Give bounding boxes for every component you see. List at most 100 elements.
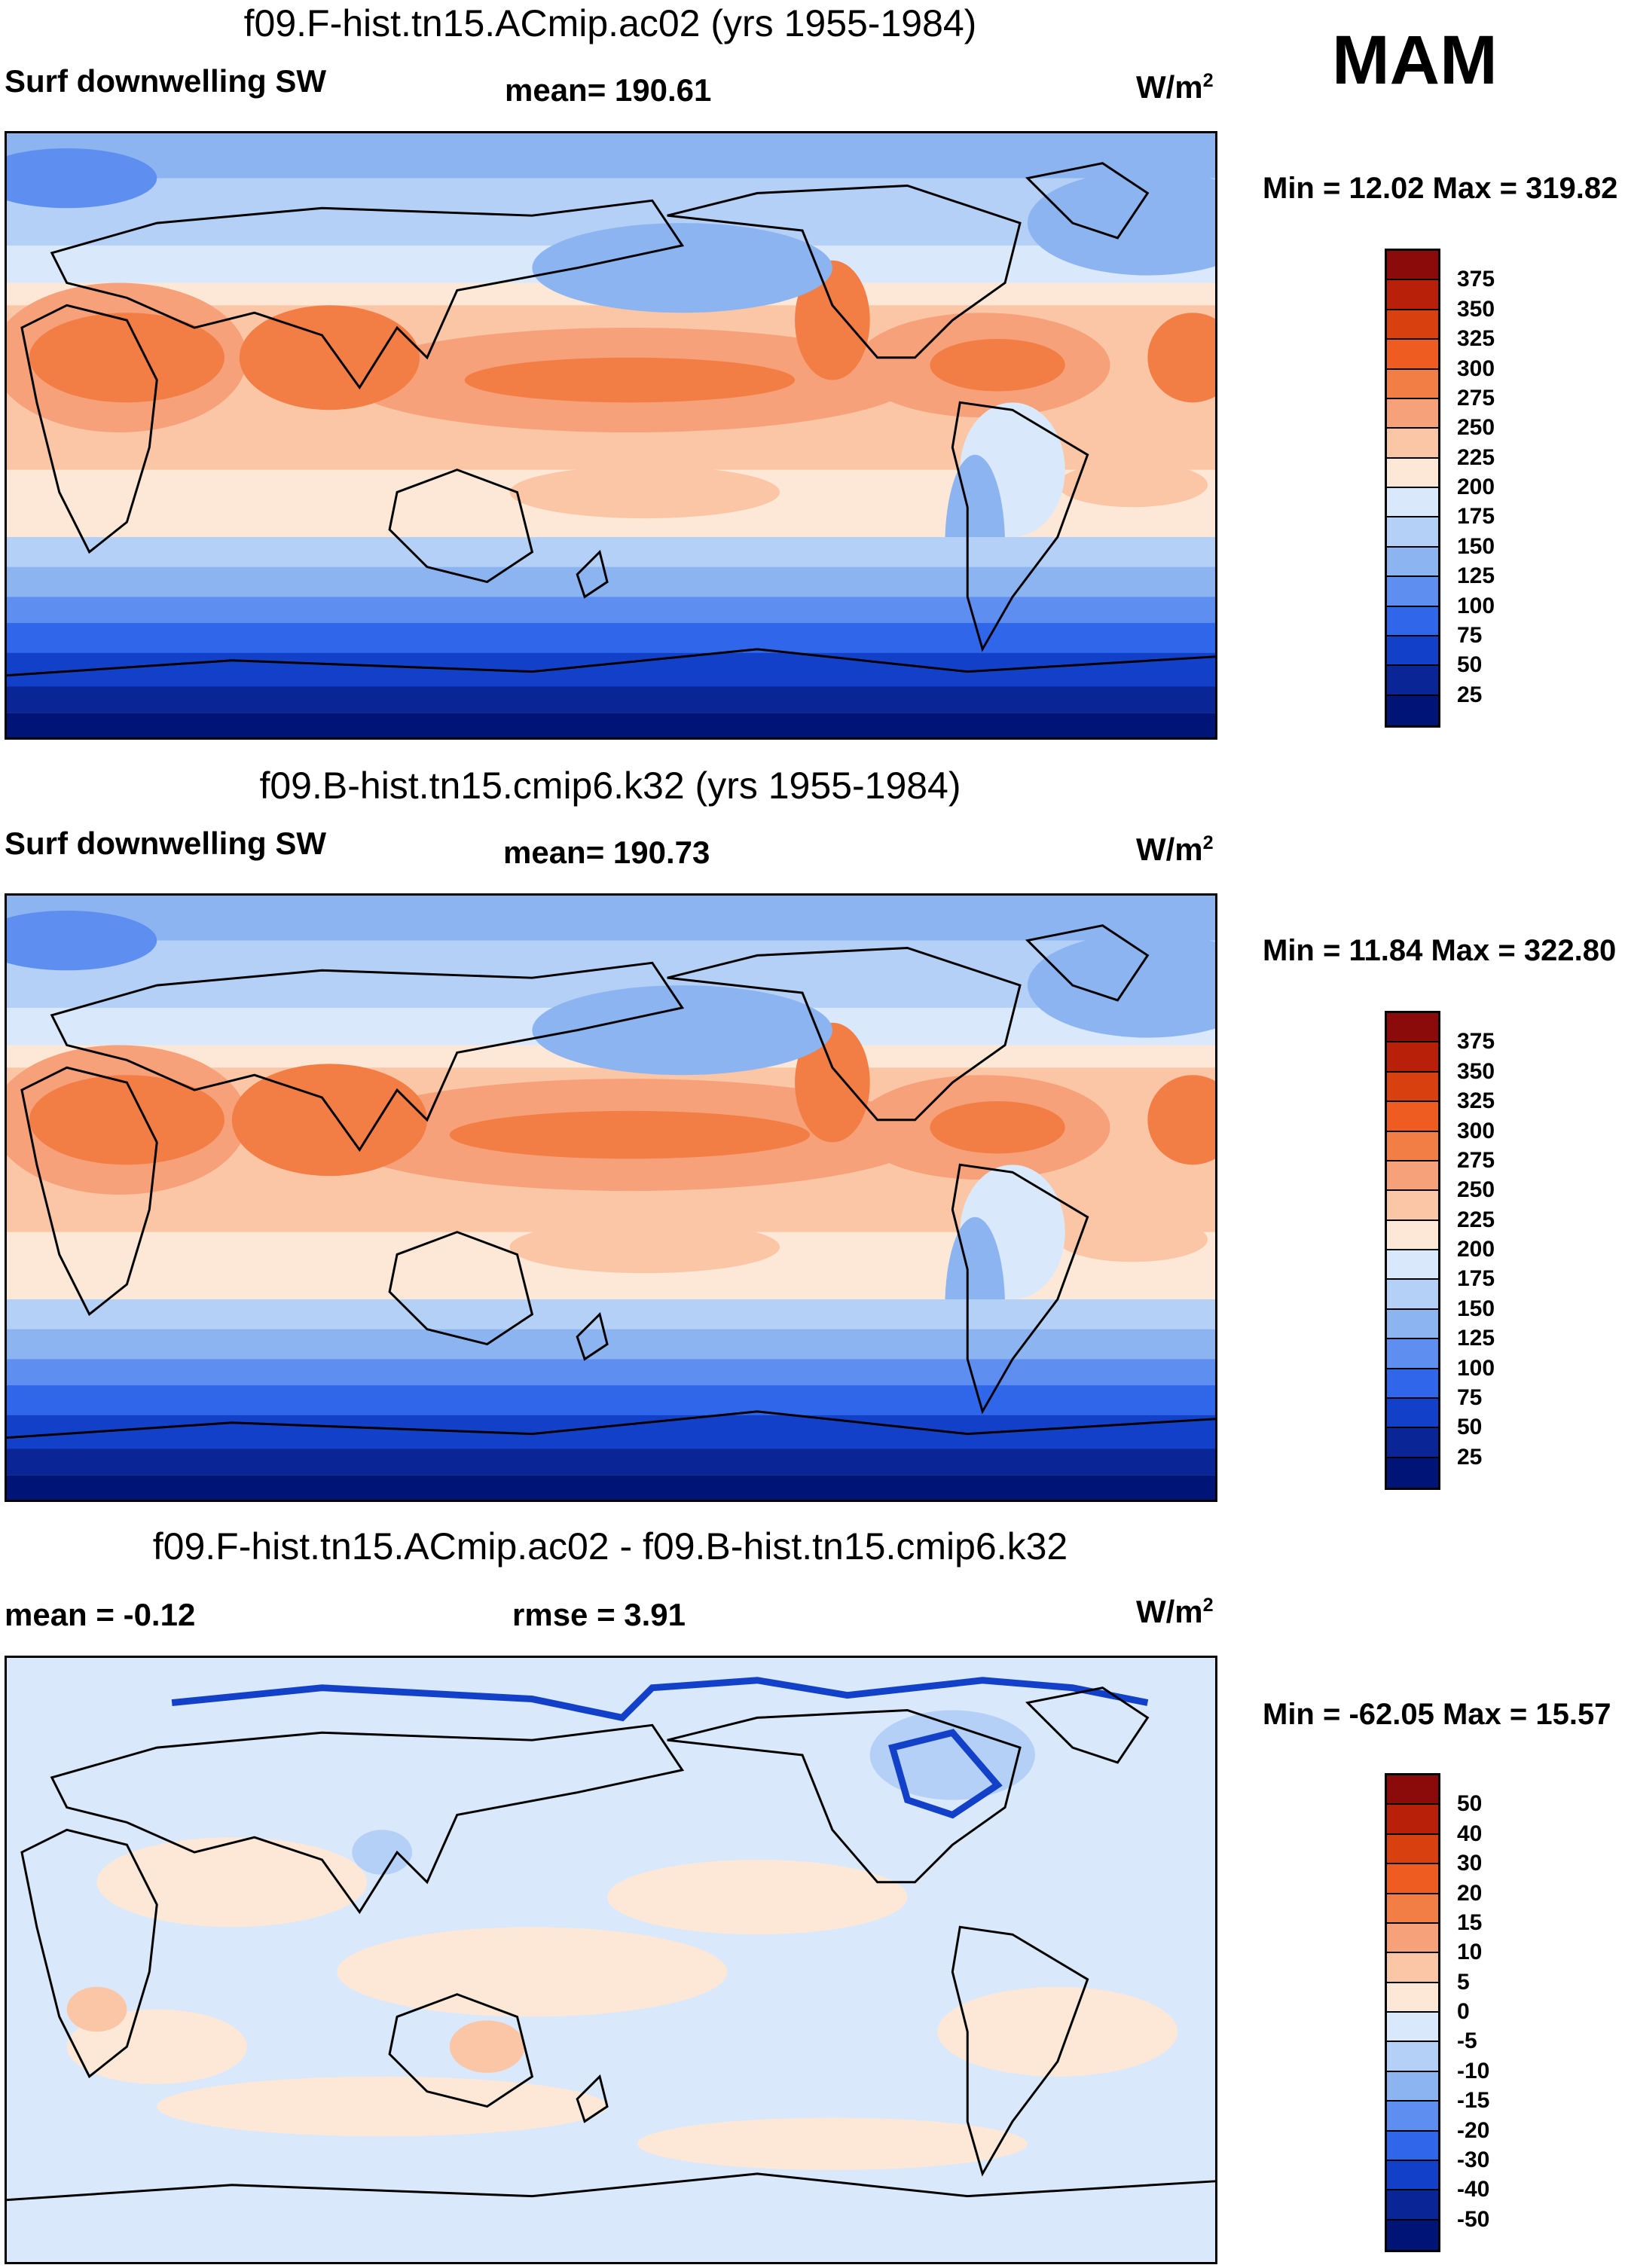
- panel2-map-svg: [7, 896, 1215, 1500]
- panel2-colorbar-label: 375: [1457, 1029, 1495, 1055]
- panel1-colorbar-swatch: [1387, 280, 1438, 310]
- panel1-colorbar-label: 125: [1457, 563, 1495, 589]
- panel3-colorbar-label: 30: [1457, 1851, 1483, 1876]
- panel1-map-svg: [7, 133, 1215, 737]
- panel3-colorbar-label: -5: [1457, 2028, 1477, 2054]
- panel3-colorbar-label: 40: [1457, 1821, 1483, 1846]
- panel3-colorbar-swatch: [1387, 1983, 1438, 2013]
- season-label: MAM: [1332, 22, 1498, 99]
- panel1-colorbar-swatch: [1387, 577, 1438, 607]
- panel3-colorbar-swatch: [1387, 1923, 1438, 1954]
- panel2-colorbar-swatch: [1387, 1042, 1438, 1073]
- panel2-colorbar-label: 50: [1457, 1415, 1483, 1440]
- panel1-colorbar-swatch: [1387, 547, 1438, 578]
- panel2-colorbar-swatch: [1387, 1250, 1438, 1281]
- panel2-colorbar-swatch: [1387, 1428, 1438, 1458]
- panel2-colorbar-swatch: [1387, 1398, 1438, 1429]
- panel1-mean: mean= 190.61: [505, 72, 712, 108]
- panel3-colorbar-label: -15: [1457, 2088, 1490, 2114]
- panel3-map-svg: [7, 1658, 1215, 2262]
- panel3-colorbar-swatch: [1387, 2102, 1438, 2132]
- panel3-colorbar-swatch: [1387, 1864, 1438, 1894]
- panel2-colorbar-label: 350: [1457, 1058, 1495, 1084]
- panel1-colorbar-label: 100: [1457, 593, 1495, 618]
- panel3-colorbar-swatch: [1387, 2131, 1438, 2161]
- panel3-colorbar-label: 20: [1457, 1880, 1483, 1906]
- panel3-colorbar-label: 10: [1457, 1940, 1483, 1965]
- panel1-colorbar-swatch: [1387, 429, 1438, 459]
- panel1-colorbar-swatch: [1387, 666, 1438, 696]
- panel1-colorbar-label: 50: [1457, 652, 1483, 678]
- panel2-mean: mean= 190.73: [503, 835, 710, 870]
- panel1-colorbar-label: 200: [1457, 475, 1495, 499]
- panel3-colorbar-swatch: [1387, 1894, 1438, 1924]
- panel2-colorbar-swatch: [1387, 1013, 1438, 1043]
- panel3-colorbar-label: -40: [1457, 2177, 1490, 2202]
- panel3-colorbar-label: -20: [1457, 2117, 1490, 2143]
- panel1-colorbar-swatch: [1387, 310, 1438, 340]
- panel1-colorbar-swatch: [1387, 488, 1438, 518]
- panel1-colorbar-swatch: [1387, 369, 1438, 399]
- panel1-colorbar-label: 150: [1457, 533, 1495, 559]
- panel1-colorbar-swatch: [1387, 340, 1438, 370]
- panel3-colorbar-swatch: [1387, 2042, 1438, 2072]
- panel3-colorbar-swatch: [1387, 1953, 1438, 1983]
- panel1-colorbar-swatch: [1387, 398, 1438, 429]
- panel2-minmax: Min = 11.84 Max = 322.80: [1263, 934, 1617, 967]
- panel2-colorbar-swatch: [1387, 1280, 1438, 1310]
- panel2-colorbar-swatch: [1387, 1339, 1438, 1369]
- panel3-title: f09.F-hist.tn15.ACmip.ac02 - f09.B-hist.…: [152, 1525, 1068, 1567]
- panel2-colorbar-swatch: [1387, 1220, 1438, 1250]
- panel2-colorbar-label: 25: [1457, 1444, 1483, 1470]
- panel2-colorbar-swatch: [1387, 1309, 1438, 1340]
- panel1-colorbar-label: 75: [1457, 622, 1483, 648]
- panel3-colorbar-swatch: [1387, 1775, 1438, 1806]
- panel2-colorbar: [1385, 1011, 1440, 1490]
- panel3-colorbar-label: 0: [1457, 1999, 1470, 2024]
- panel2-colorbar-label: 225: [1457, 1207, 1495, 1232]
- panel3-colorbar-swatch: [1387, 2160, 1438, 2191]
- panel2-colorbar-label: 300: [1457, 1118, 1495, 1143]
- panel2-map: [5, 893, 1217, 1502]
- panel2-colorbar-label: 175: [1457, 1266, 1495, 1292]
- panel1-colorbar-label: 25: [1457, 682, 1483, 707]
- panel2-colorbar-label: 200: [1457, 1237, 1495, 1262]
- panel1-title: f09.F-hist.tn15.ACmip.ac02 (yrs 1955-198…: [243, 2, 977, 44]
- panel3-minmax: Min = -62.05 Max = 15.57: [1263, 1698, 1611, 1731]
- panel2-colorbar-swatch: [1387, 1369, 1438, 1399]
- panel2-colorbar-swatch: [1387, 1191, 1438, 1221]
- panel2-colorbar-label: 75: [1457, 1384, 1483, 1410]
- panel1-colorbar-label: 275: [1457, 385, 1495, 411]
- panel3-colorbar-swatch: [1387, 2220, 1438, 2250]
- panel3-colorbar-swatch: [1387, 1805, 1438, 1835]
- panel1-colorbar-swatch: [1387, 458, 1438, 488]
- panel1-colorbar-label: 350: [1457, 296, 1495, 322]
- panel1-colorbar-label: 225: [1457, 444, 1495, 470]
- panel3-colorbar-swatch: [1387, 2071, 1438, 2102]
- panel2-colorbar-label: 100: [1457, 1355, 1495, 1381]
- panel2-colorbar-swatch: [1387, 1072, 1438, 1103]
- panel1-colorbar-label: 250: [1457, 415, 1495, 441]
- panel2-colorbar-swatch: [1387, 1102, 1438, 1132]
- panel1-colorbar-swatch: [1387, 695, 1438, 725]
- panel2-colorbar-swatch: [1387, 1131, 1438, 1161]
- panel1-colorbar-label: 375: [1457, 267, 1495, 292]
- panel2-colorbar-label: 150: [1457, 1296, 1495, 1321]
- panel2-colorbar-label: 250: [1457, 1177, 1495, 1203]
- panel3-colorbar-label: -30: [1457, 2147, 1490, 2172]
- panel3-colorbar-label: 15: [1457, 1909, 1483, 1935]
- panel3-colorbar-swatch: [1387, 2190, 1438, 2221]
- panel2-variable: Surf downwelling SW: [5, 826, 326, 861]
- panel1-colorbar-swatch: [1387, 606, 1438, 636]
- panel3-colorbar-swatch: [1387, 2013, 1438, 2043]
- panel3-colorbar-swatch: [1387, 1834, 1438, 1865]
- panel3-units: W/m2: [1136, 1594, 1214, 1629]
- panel2-units: W/m2: [1136, 832, 1214, 867]
- panel3-rmse: rmse = 3.91: [512, 1597, 686, 1632]
- panel3-colorbar-label: 5: [1457, 1969, 1470, 1995]
- panel1-units: W/m2: [1136, 69, 1214, 105]
- panel1-colorbar-label: 325: [1457, 326, 1495, 352]
- panel1-colorbar-label: 300: [1457, 356, 1495, 381]
- panel3-colorbar-label: 50: [1457, 1791, 1483, 1817]
- panel1-map: [5, 131, 1217, 740]
